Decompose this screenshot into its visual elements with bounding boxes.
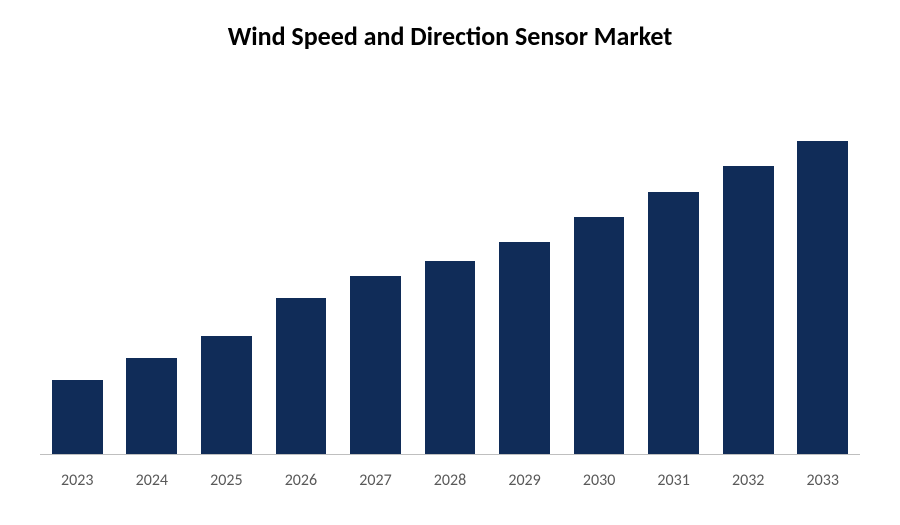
bar-slot	[413, 110, 488, 455]
bar	[648, 192, 699, 455]
bars-container	[40, 110, 860, 455]
bar	[52, 380, 103, 455]
x-axis-tick-label: 2029	[487, 471, 562, 490]
bar-slot	[636, 110, 711, 455]
bar	[126, 358, 177, 455]
x-axis-tick-label: 2030	[562, 471, 637, 490]
chart-plot-area	[40, 110, 860, 455]
bar	[201, 336, 252, 455]
x-axis-tick-label: 2031	[636, 471, 711, 490]
bar-slot	[115, 110, 190, 455]
bar	[276, 298, 327, 455]
x-axis-tick-label: 2026	[264, 471, 339, 490]
x-axis-tick-label: 2025	[189, 471, 264, 490]
bar	[574, 217, 625, 455]
bar-slot	[487, 110, 562, 455]
bar-slot	[711, 110, 786, 455]
bar	[499, 242, 550, 455]
x-axis-tick-label: 2024	[115, 471, 190, 490]
bar	[723, 166, 774, 455]
x-axis-tick-label: 2028	[413, 471, 488, 490]
x-axis-baseline	[40, 454, 860, 455]
bar-slot	[189, 110, 264, 455]
bar	[797, 141, 848, 455]
bar-slot	[264, 110, 339, 455]
x-axis-labels: 2023202420252026202720282029203020312032…	[40, 471, 860, 490]
x-axis-tick-label: 2023	[40, 471, 115, 490]
x-axis-tick-label: 2027	[338, 471, 413, 490]
chart-title: Wind Speed and Direction Sensor Market	[0, 0, 900, 52]
bar	[425, 261, 476, 455]
bar-slot	[40, 110, 115, 455]
bar	[350, 276, 401, 455]
x-axis-tick-label: 2032	[711, 471, 786, 490]
bar-slot	[562, 110, 637, 455]
bar-slot	[785, 110, 860, 455]
bar-slot	[338, 110, 413, 455]
x-axis-tick-label: 2033	[785, 471, 860, 490]
